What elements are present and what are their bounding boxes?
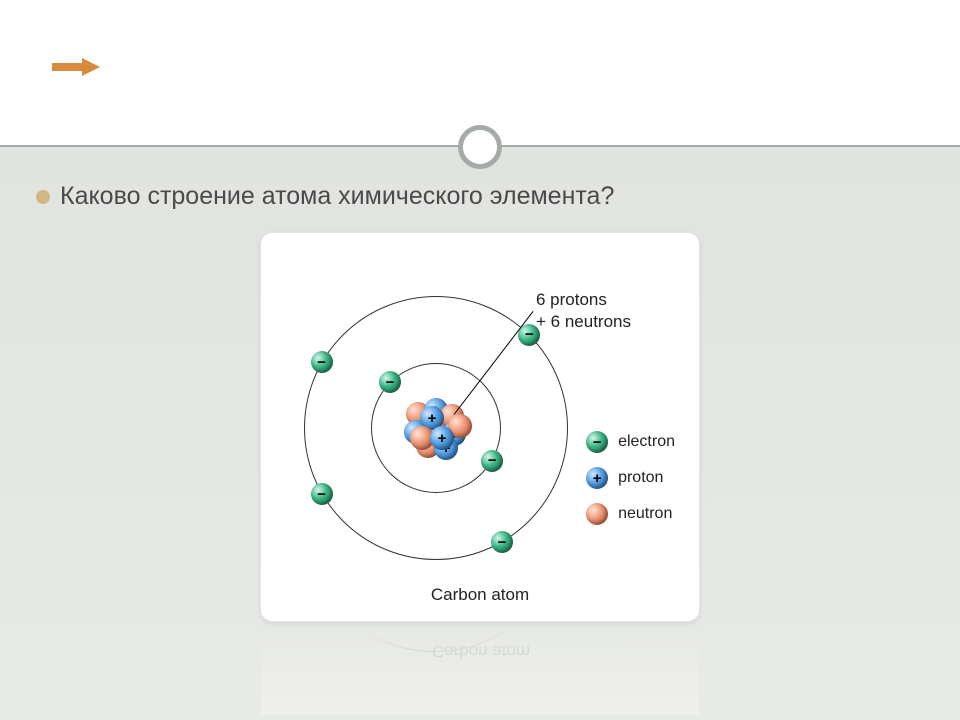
proton-icon	[586, 467, 608, 489]
main-area: Каково строение атома химического элемен…	[0, 145, 960, 720]
neutron-icon	[586, 503, 608, 525]
legend-proton: proton	[586, 467, 675, 489]
legend-proton-label: proton	[618, 469, 663, 487]
diagram-reflection: Carbon atom	[260, 625, 700, 715]
legend-electron-label: electron	[618, 433, 675, 451]
legend-electron: electron	[586, 431, 675, 453]
electron-particle	[311, 351, 333, 373]
electron-icon	[586, 431, 608, 453]
electron-particle	[311, 483, 333, 505]
nucleus-label: 6 protons + 6 neutrons	[536, 289, 631, 333]
nucleus-label-line2: + 6 neutrons	[536, 312, 631, 331]
diagram-caption: Carbon atom	[261, 585, 699, 605]
legend-neutron-label: neutron	[618, 505, 672, 523]
legend: electron proton neutron	[586, 431, 675, 539]
electron-particle	[379, 371, 401, 393]
arrow-icon	[52, 58, 100, 76]
electron-particle	[481, 450, 503, 472]
electron-particle	[491, 531, 513, 553]
slide: Каково строение атома химического элемен…	[0, 0, 960, 720]
bullet-icon	[36, 190, 50, 204]
question-text: Каково строение атома химического элемен…	[60, 182, 614, 211]
proton-particle	[430, 426, 454, 450]
header	[0, 0, 960, 145]
legend-neutron: neutron	[586, 503, 675, 525]
divider-ornament-icon	[458, 125, 502, 169]
atom-diagram: 6 protons + 6 neutrons electron proton n…	[260, 232, 700, 622]
bullet-line: Каково строение атома химического элемен…	[36, 182, 614, 211]
nucleus-label-line1: 6 protons	[536, 290, 607, 309]
